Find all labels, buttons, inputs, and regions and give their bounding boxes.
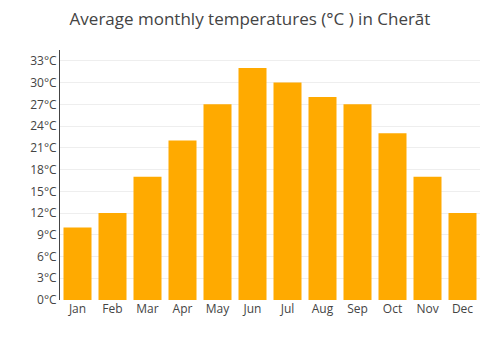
svg-text:15°C: 15°C [30, 183, 57, 200]
svg-text:0°C: 0°C [37, 291, 57, 308]
svg-text:Jun: Jun [243, 300, 262, 317]
svg-text:Jan: Jan [68, 300, 86, 317]
svg-text:Aug: Aug [312, 300, 334, 317]
svg-text:12°C: 12°C [30, 204, 57, 221]
svg-text:Dec: Dec [452, 300, 473, 317]
svg-text:Jul: Jul [280, 300, 295, 317]
svg-text:Oct: Oct [383, 300, 402, 317]
svg-text:Apr: Apr [173, 300, 193, 317]
svg-text:Mar: Mar [136, 300, 158, 317]
svg-text:Average monthly temperatures (: Average monthly temperatures (°C ) in Ch… [70, 7, 431, 30]
svg-text:18°C: 18°C [30, 161, 57, 178]
svg-text:3°C: 3°C [37, 269, 57, 286]
svg-text:27°C: 27°C [30, 96, 57, 113]
svg-text:Feb: Feb [102, 300, 122, 317]
svg-text:Sep: Sep [347, 300, 368, 317]
svg-text:6°C: 6°C [37, 248, 57, 265]
svg-text:Nov: Nov [416, 300, 438, 317]
svg-text:33°C: 33°C [30, 52, 57, 69]
svg-text:21°C: 21°C [30, 139, 57, 156]
svg-text:30°C: 30°C [30, 74, 57, 91]
svg-text:24°C: 24°C [30, 117, 57, 134]
svg-text:9°C: 9°C [37, 226, 57, 243]
svg-text:May: May [206, 300, 230, 317]
